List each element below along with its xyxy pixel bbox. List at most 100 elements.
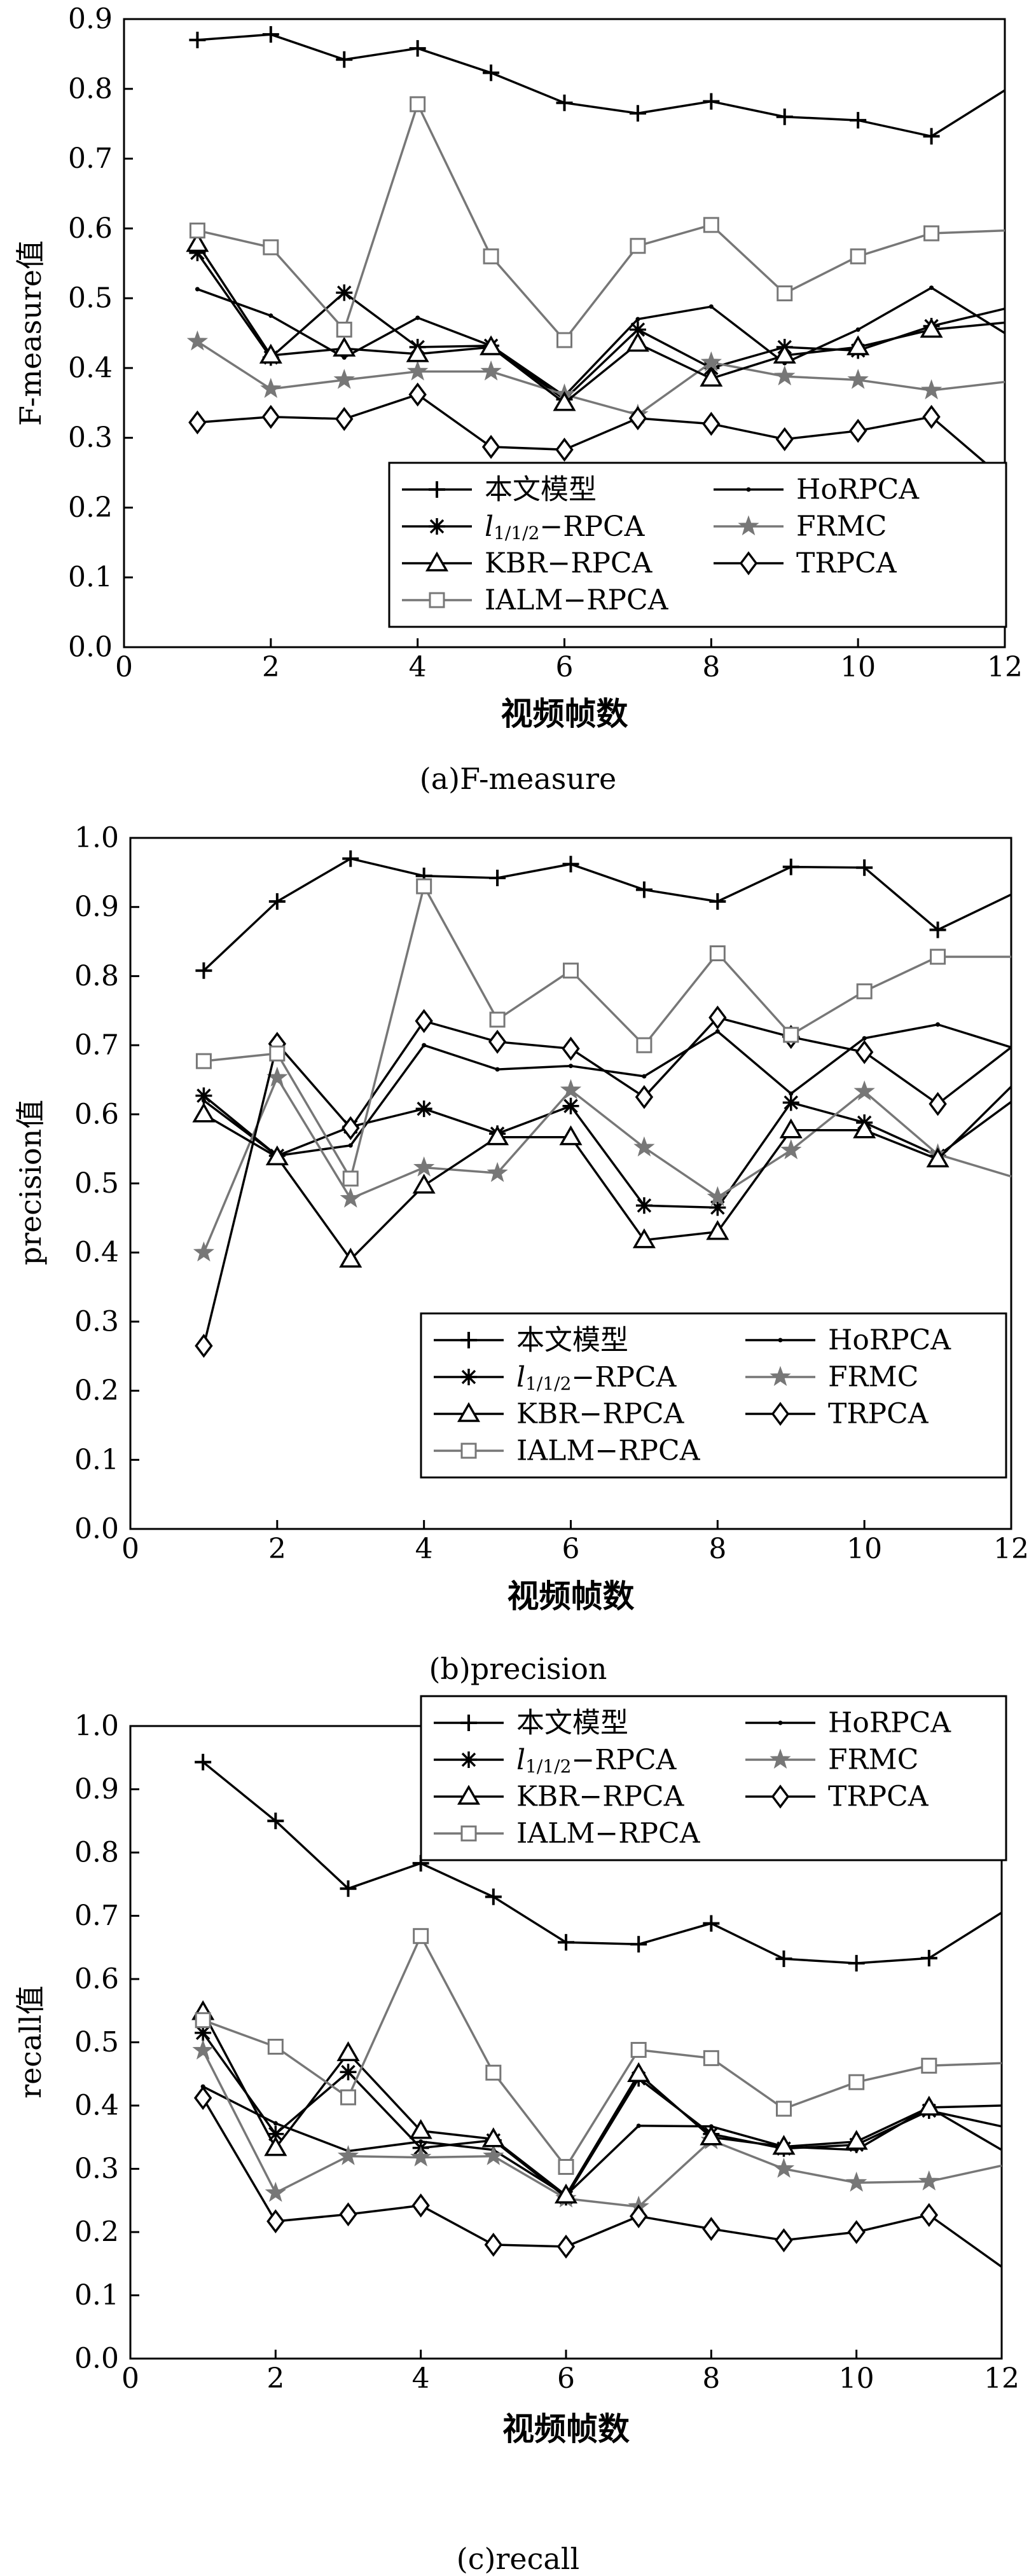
data-point (195, 1087, 212, 1104)
data-point (264, 2136, 287, 2156)
series-l1-1-2-rpca (195, 1087, 1012, 1216)
data-point (260, 378, 282, 399)
legend-label: TRPCA (828, 1781, 929, 1813)
legend-marker (425, 551, 449, 572)
data-point (779, 1118, 803, 1139)
data-point (267, 2038, 284, 2055)
data-point (702, 411, 721, 436)
data-point (862, 1036, 867, 1041)
data-point (709, 1199, 726, 1216)
series-line (197, 393, 1006, 481)
legend-box (420, 1312, 1007, 1479)
y-axis-label: F-measure值 (13, 240, 48, 426)
data-point (339, 1247, 363, 1268)
data-point (336, 2041, 360, 2062)
data-point (495, 1067, 500, 1072)
series-ialm-rpca (195, 1928, 1002, 2175)
y-tick-label: 0.1 (74, 2279, 119, 2312)
legend-marker (770, 1748, 791, 1769)
data-point (776, 108, 793, 125)
data-point (261, 404, 280, 429)
data-point (775, 427, 794, 451)
data-point (415, 315, 420, 320)
legend-label: KBR−RPCA (485, 547, 653, 580)
data-point (772, 2135, 796, 2155)
series-line (197, 33, 1005, 138)
x-tick-label: 10 (839, 2362, 874, 2395)
data-point (782, 1094, 799, 1111)
data-point (845, 2130, 868, 2150)
legend-marker (460, 1332, 477, 1348)
data-point (635, 1197, 653, 1214)
data-point (188, 410, 207, 435)
data-point (265, 1145, 289, 1165)
x-tick-label: 12 (984, 2362, 1019, 2395)
x-tick-label: 0 (121, 1533, 139, 1565)
data-point (773, 2158, 795, 2178)
data-point (562, 856, 579, 873)
y-tick-label: 0.7 (74, 1029, 119, 1062)
y-tick-label: 0.9 (74, 1773, 119, 1805)
data-point (339, 2202, 357, 2227)
data-point (268, 893, 286, 910)
data-point (413, 1928, 429, 1944)
data-point (340, 1187, 361, 1208)
series-line (204, 883, 1011, 1182)
series-series (195, 850, 1012, 979)
data-point (336, 51, 353, 68)
legend: 本文模型 HoRPCA l1/1/2−RPCA FRMC KBR−RPCA TRPCA IA… (388, 462, 1007, 628)
data-point (483, 248, 499, 264)
data-point (193, 1241, 215, 1262)
y-axis-label: precision值 (13, 1100, 48, 1266)
data-point (627, 2062, 651, 2082)
data-point (340, 1880, 357, 1897)
series-line (202, 1761, 1002, 1964)
data-point (411, 2193, 430, 2218)
data-point (702, 2217, 721, 2241)
legend-marker (429, 518, 445, 535)
data-point (636, 2123, 641, 2128)
legend-label: FRMC (828, 1744, 918, 1776)
y-tick-label: 0.6 (74, 1098, 119, 1130)
legend-item-l1-1-2-rpca: l1/1/2−RPCA (402, 510, 646, 544)
data-point (488, 1029, 507, 1054)
series-line (197, 340, 1005, 416)
x-tick-label: 6 (556, 651, 574, 683)
data-point (480, 335, 503, 355)
data-point (259, 343, 282, 364)
legend-label: 本文模型 (516, 1707, 628, 1739)
data-point (195, 1053, 212, 1069)
legend-label: l1/1/2−RPCA (485, 510, 646, 544)
data-point (929, 285, 934, 291)
y-tick-label: 0.9 (68, 3, 113, 36)
series-line (202, 1016, 1012, 1346)
x-tick-label: 2 (266, 2362, 284, 2395)
legend-marker (778, 1720, 783, 1725)
data-point (558, 2159, 574, 2175)
data-point (703, 2050, 719, 2066)
y-tick-label: 0.5 (74, 2026, 119, 2059)
series-kbr-rpca (186, 231, 1005, 411)
legend-label: TRPCA (796, 547, 897, 580)
legend-item-series: 本文模型 (434, 1324, 628, 1357)
y-tick-label: 0.0 (68, 631, 113, 664)
legend-marker (429, 592, 445, 608)
data-point (709, 945, 726, 962)
data-point (777, 285, 793, 301)
data-point (929, 921, 946, 938)
data-point (848, 2074, 865, 2090)
legend-marker (739, 551, 758, 575)
data-point (569, 1064, 573, 1069)
legend-label: FRMC (828, 1361, 918, 1394)
data-point (412, 1174, 436, 1194)
y-tick-label: 0.4 (68, 352, 113, 384)
series-line (197, 101, 1005, 342)
data-point (780, 1139, 802, 1160)
caption-c: (c)recall (456, 2542, 580, 2576)
data-point (263, 239, 279, 256)
data-point (559, 1125, 583, 1146)
data-point (700, 2125, 723, 2146)
data-point (266, 2209, 285, 2234)
x-tick-label: 0 (115, 651, 133, 683)
